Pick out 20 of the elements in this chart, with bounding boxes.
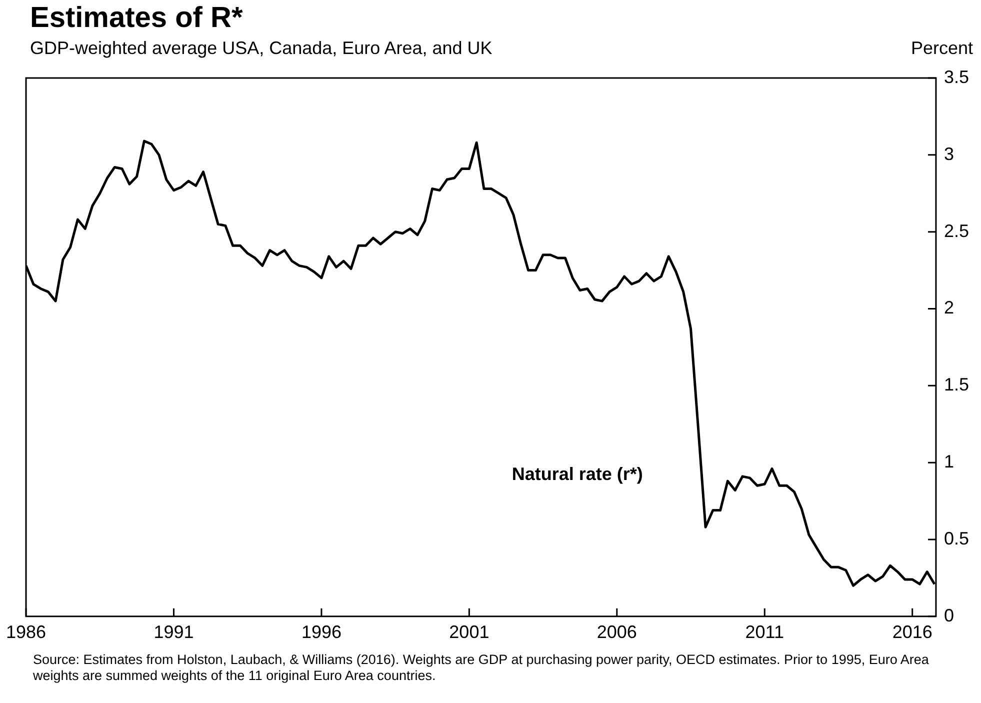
x-tick-label: 2001 [449,622,490,642]
chart-subtitle: GDP-weighted average USA, Canada, Euro Area, and UK [30,38,492,59]
y-tick-label: 2 [944,298,954,318]
x-tick-label: 2016 [892,622,932,642]
x-tick-label: 2006 [596,622,637,642]
text: Natural rate (r*) [512,464,643,484]
x-tick-label: 2011 [745,622,784,642]
y-axis-title: Percent [910,38,973,59]
chart-title: Estimates of R* [30,2,243,35]
y-tick-label: 3 [944,144,954,164]
x-tick-label: 1986 [6,622,46,642]
x-tick-label: 1991 [154,622,194,642]
x-tick-label: 1996 [301,622,342,642]
y-tick-label: 0.5 [944,528,970,548]
source-note: Source: Estimates from Holston, Laubach, & Williams (2016). Weights are GDP at purchasing power parity, OECD estimates. Prior to 1995, Euro Area weights are summed weights of the 11 original Euro Area countries. [33,652,930,684]
y-tick-label: 3.5 [944,66,970,87]
y-tick-label: 0 [944,605,954,626]
y-tick-label: 1.5 [944,374,970,395]
y-tick-label: 1 [944,452,954,472]
y-tick-label: 2.5 [944,220,970,241]
